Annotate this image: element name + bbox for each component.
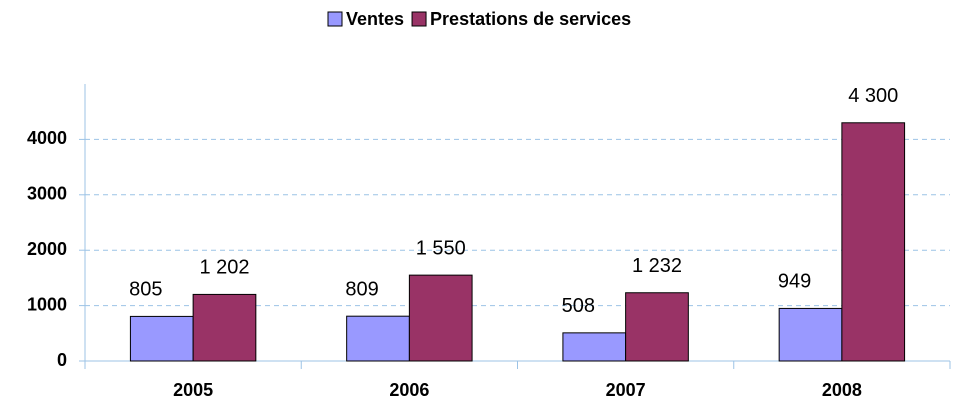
value-label: 805 xyxy=(129,279,162,301)
y-tick-label: 3000 xyxy=(27,184,67,204)
bar xyxy=(841,122,906,362)
x-tick-label: 2005 xyxy=(173,380,213,400)
value-label: 949 xyxy=(778,271,811,293)
y-tick-label: 2000 xyxy=(27,239,67,259)
value-label: 809 xyxy=(345,278,378,300)
y-tick-label: 4000 xyxy=(27,128,67,148)
y-tick-label: 0 xyxy=(57,350,67,370)
x-tick-label: 2006 xyxy=(389,380,429,400)
bar xyxy=(778,307,843,362)
bar xyxy=(562,332,627,362)
legend-label: Prestations de services xyxy=(430,9,631,29)
x-tick-label: 2007 xyxy=(606,380,646,400)
y-tick-label: 1000 xyxy=(27,294,67,314)
value-label: 1 232 xyxy=(632,255,682,277)
value-label: 508 xyxy=(562,295,595,317)
value-label: 4 300 xyxy=(848,85,898,107)
legend-swatch xyxy=(327,11,343,27)
x-tick-label: 2008 xyxy=(822,380,862,400)
legend-label: Ventes xyxy=(346,9,404,29)
bar xyxy=(408,274,473,362)
value-label: 1 550 xyxy=(416,237,466,259)
bar xyxy=(625,292,689,362)
legend-swatch xyxy=(411,11,427,27)
bar xyxy=(346,315,410,362)
bar xyxy=(129,315,194,362)
value-label: 1 202 xyxy=(199,257,249,279)
bar xyxy=(192,293,257,362)
